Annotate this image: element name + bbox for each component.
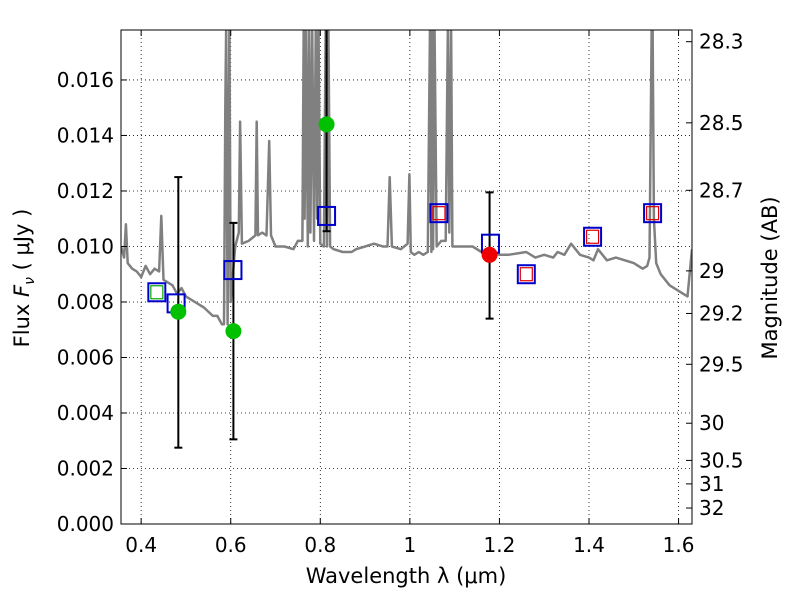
model-box-inner-7 bbox=[585, 229, 600, 244]
y-tick-label: 0.012 bbox=[57, 179, 114, 203]
y-tick-label: 0.004 bbox=[57, 401, 114, 425]
y2-tick-label: 30.5 bbox=[699, 448, 744, 472]
y2-tick-label: 32 bbox=[699, 496, 724, 520]
observed-point-2 bbox=[318, 116, 335, 133]
x-tick-label: 0.8 bbox=[304, 533, 336, 557]
y-axis-ticks: 0.000 0.002 0.004 0.006 0.008 0.010 0.012 0.014… bbox=[57, 68, 127, 536]
model-box-inner-4 bbox=[432, 206, 446, 221]
plot-frame bbox=[120, 29, 693, 525]
observed-point-0 bbox=[170, 303, 187, 320]
y-tick-label: 0.008 bbox=[57, 290, 114, 314]
x-tick-label: 1 bbox=[403, 533, 416, 557]
observed-point-1 bbox=[225, 323, 242, 340]
template-spectrum-line bbox=[121, 30, 692, 326]
model-box-2 bbox=[223, 260, 243, 281]
x-tick-label: 0.4 bbox=[125, 533, 157, 557]
y2-tick-label: 28.7 bbox=[699, 178, 744, 202]
x-tick-label: 0.6 bbox=[215, 533, 247, 557]
x-tick-label: 1.2 bbox=[484, 533, 516, 557]
model-box-inner-8 bbox=[645, 206, 660, 221]
x-tick-label: 1.4 bbox=[573, 533, 605, 557]
x-axis-label: Wavelength λ (μm) bbox=[306, 564, 507, 588]
model-box-0 bbox=[147, 282, 167, 303]
y-axis-label-prefix: Flux bbox=[10, 297, 34, 347]
y2-tick-label: 29.5 bbox=[699, 352, 744, 376]
model-box-3 bbox=[317, 205, 337, 226]
model-box-8 bbox=[643, 203, 663, 224]
y2-tick-label: 29.2 bbox=[699, 301, 744, 325]
y-tick-label: 0.014 bbox=[57, 123, 114, 147]
template-spectrum-layer bbox=[121, 30, 692, 326]
model-box-inner-0 bbox=[150, 285, 164, 300]
observed-point-layer bbox=[170, 116, 498, 340]
y2-tick-label: 28.3 bbox=[699, 30, 744, 54]
model-box-6 bbox=[516, 264, 536, 285]
y-axis-label: Flux Fν ( μJy ) bbox=[10, 209, 38, 348]
y-tick-label: 0.016 bbox=[57, 68, 114, 92]
y2-tick-label: 28.5 bbox=[699, 111, 744, 135]
y-axis-label-suffix: ( μJy ) bbox=[10, 209, 34, 277]
y2-tick-label: 31 bbox=[699, 472, 724, 496]
y2-tick-label: 30 bbox=[699, 411, 724, 435]
y2-tick-label: 29 bbox=[699, 259, 724, 283]
y-axis-label-subscript: ν bbox=[22, 277, 38, 285]
y-tick-label: 0.000 bbox=[57, 512, 114, 536]
model-box-inner-6 bbox=[519, 267, 533, 282]
model-box-7 bbox=[583, 226, 603, 247]
y-tick-label: 0.010 bbox=[57, 234, 114, 258]
model-box-layer bbox=[147, 203, 663, 314]
observed-point-3 bbox=[481, 246, 498, 263]
model-box-4 bbox=[429, 203, 449, 224]
y-tick-label: 0.002 bbox=[57, 456, 114, 480]
x-tick-label: 1.6 bbox=[663, 533, 695, 557]
y-tick-label: 0.006 bbox=[57, 345, 114, 369]
y2-axis-label: Magnitude (AB) bbox=[758, 196, 782, 359]
grid bbox=[121, 30, 692, 524]
x-axis-ticks: 0.4 0.6 0.8 1 1.2 1.4 1.6 bbox=[125, 30, 694, 557]
y-axis-label-symbol: F bbox=[10, 284, 34, 297]
